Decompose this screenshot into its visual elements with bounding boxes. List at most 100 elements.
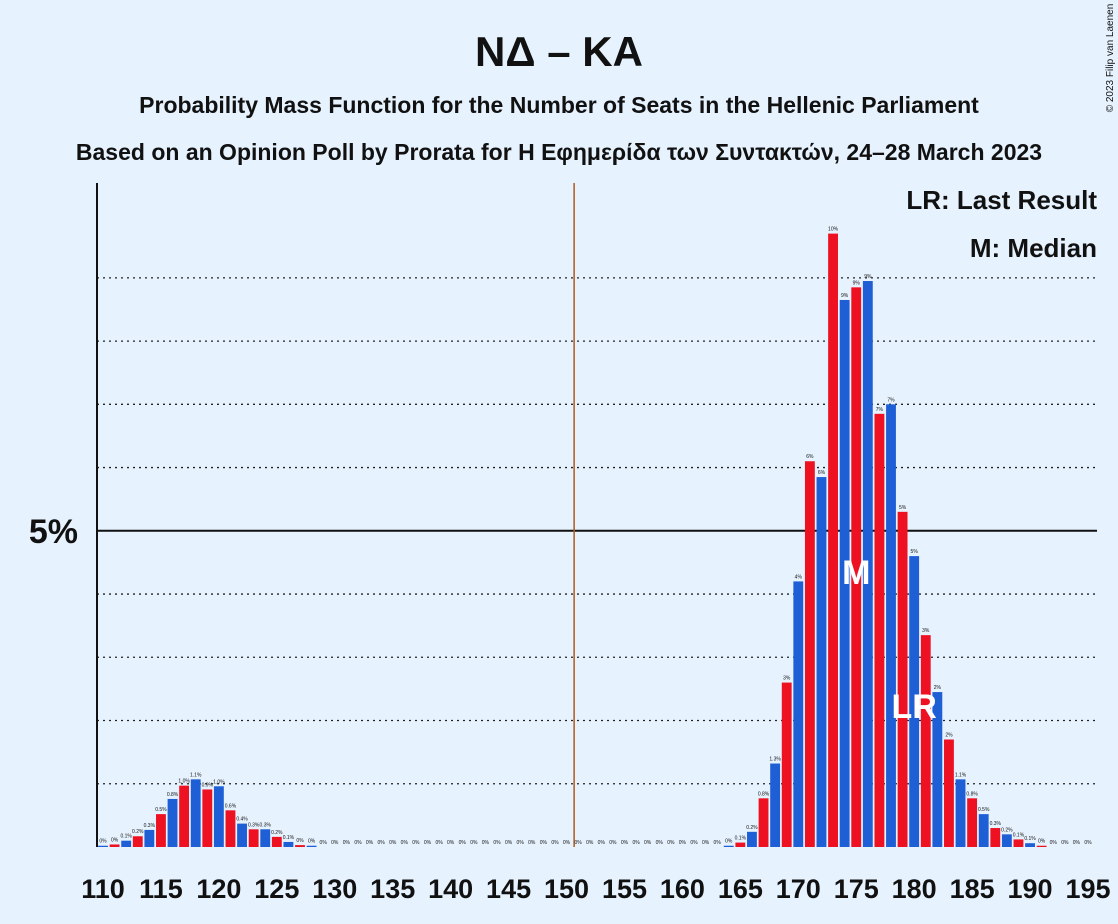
x-tick-label: 130 xyxy=(312,874,357,904)
x-tick-label: 165 xyxy=(718,874,763,904)
value-label: 0.1% xyxy=(1013,832,1025,838)
marker-label: LR xyxy=(892,688,937,726)
value-label: 0% xyxy=(1038,839,1046,845)
bar xyxy=(990,828,1001,847)
bar xyxy=(144,829,155,847)
x-tick-label: 160 xyxy=(660,874,705,904)
value-label: 0% xyxy=(551,840,559,846)
bar xyxy=(202,789,213,847)
bar xyxy=(295,845,305,847)
bar xyxy=(1013,839,1024,847)
value-label: 9% xyxy=(864,274,872,280)
bar xyxy=(758,798,769,847)
bar xyxy=(886,404,896,847)
value-label: 0% xyxy=(690,840,698,846)
bar xyxy=(283,841,294,847)
value-label: 7% xyxy=(876,407,884,413)
x-tick-label: 110 xyxy=(81,874,125,904)
bar xyxy=(190,779,201,847)
x-tick-label: 185 xyxy=(950,874,995,904)
value-label: 0.3% xyxy=(990,821,1002,827)
value-label: 0% xyxy=(598,840,606,846)
value-label: 1.1% xyxy=(190,772,202,778)
value-label: 0% xyxy=(459,840,467,846)
marker-label: M xyxy=(842,554,870,592)
bar xyxy=(735,842,746,847)
bar xyxy=(723,845,734,847)
value-label: 6% xyxy=(806,454,814,460)
copyright: © 2023 Filip van Laenen xyxy=(1105,4,1116,113)
bar xyxy=(225,810,236,847)
bar xyxy=(132,836,143,847)
legend-entry: M: Median xyxy=(970,233,1097,263)
value-label: 5% xyxy=(911,549,919,555)
bar xyxy=(978,814,989,847)
value-label: 0% xyxy=(725,839,733,845)
bar xyxy=(213,786,224,847)
value-label: 0.2% xyxy=(746,825,758,831)
value-label: 0% xyxy=(505,840,513,846)
value-label: 0% xyxy=(424,840,432,846)
value-label: 2% xyxy=(934,685,942,691)
value-label: 9% xyxy=(841,293,849,299)
value-label: 0% xyxy=(320,840,328,846)
bar xyxy=(944,739,954,847)
value-label: 0% xyxy=(517,840,525,846)
x-tick-label: 145 xyxy=(486,874,531,904)
value-label: 5% xyxy=(899,505,907,511)
y-tick-label: 5% xyxy=(29,513,78,551)
value-label: 0% xyxy=(378,840,386,846)
bar xyxy=(179,785,190,847)
x-tick-label: 190 xyxy=(1008,874,1053,904)
x-tick-label: 175 xyxy=(834,874,879,904)
value-label: 0.6% xyxy=(225,803,237,809)
bar xyxy=(121,840,132,847)
x-tick-label: 155 xyxy=(602,874,647,904)
value-label: 0.4% xyxy=(236,817,248,823)
bar xyxy=(781,682,792,847)
value-label: 0.1% xyxy=(283,835,295,841)
value-label: 4% xyxy=(795,574,803,580)
x-tick-label: 195 xyxy=(1065,874,1110,904)
bar xyxy=(1025,843,1035,847)
value-label: 0.1% xyxy=(1024,836,1036,842)
value-label: 3% xyxy=(922,628,930,634)
value-label: 0.2% xyxy=(1001,827,1013,833)
value-label: 0.1% xyxy=(735,836,747,842)
bar xyxy=(816,477,827,847)
value-label: 1.0% xyxy=(178,779,190,785)
bar xyxy=(770,763,781,847)
bar xyxy=(897,511,908,847)
bar xyxy=(920,635,931,847)
value-label: 0% xyxy=(586,840,594,846)
value-label: 0% xyxy=(482,840,490,846)
value-label: 0% xyxy=(493,840,501,846)
value-label: 7% xyxy=(887,397,895,403)
bar xyxy=(306,845,317,847)
value-label: 0.8% xyxy=(167,792,179,798)
bar xyxy=(793,581,804,847)
x-tick-label: 140 xyxy=(428,874,473,904)
x-tick-label: 135 xyxy=(370,874,415,904)
bar xyxy=(260,829,271,847)
value-label: 0% xyxy=(447,840,455,846)
value-label: 0% xyxy=(401,840,409,846)
value-label: 6% xyxy=(818,470,826,476)
value-label: 0% xyxy=(702,840,710,846)
bar xyxy=(109,844,120,847)
value-label: 0% xyxy=(354,840,362,846)
value-label: 0.2% xyxy=(271,830,283,836)
bar xyxy=(932,692,943,847)
value-label: 0.8% xyxy=(758,791,770,797)
bar xyxy=(804,461,815,847)
value-label: 0.9% xyxy=(202,782,214,788)
bar xyxy=(955,779,966,847)
value-label: 1.0% xyxy=(213,779,225,785)
bar xyxy=(1036,845,1047,847)
value-label: 0% xyxy=(632,840,640,846)
value-label: 0.5% xyxy=(155,807,167,813)
bar xyxy=(851,287,862,847)
value-label: 0.3% xyxy=(260,822,272,828)
value-label: 0% xyxy=(111,837,119,843)
bar xyxy=(828,233,838,848)
